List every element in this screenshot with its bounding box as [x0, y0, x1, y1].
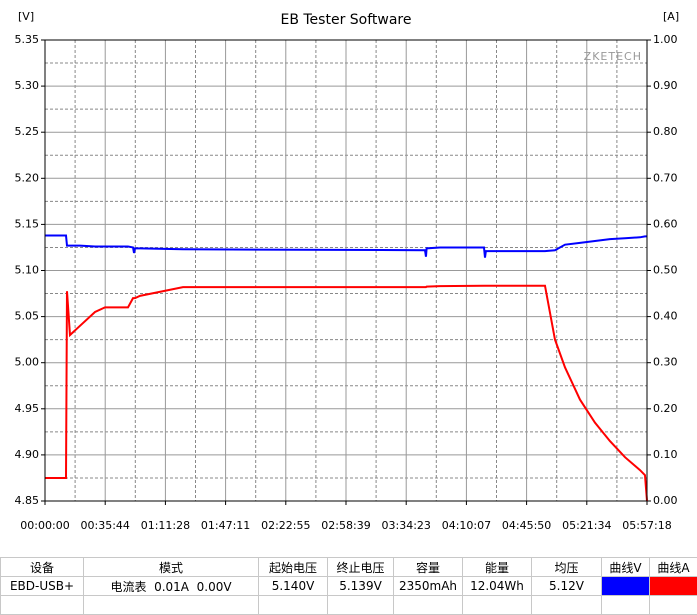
- header-cell: 终止电压: [328, 558, 394, 577]
- x-tick-label: 01:47:11: [201, 519, 250, 532]
- table-cell: 电流表 0.01A 0.00V: [84, 577, 259, 596]
- y2-tick-label: 0.40: [653, 310, 678, 323]
- empty-cell: [328, 596, 394, 615]
- y-tick-label: 5.00: [15, 356, 40, 369]
- y2-tick-label: 0.20: [653, 402, 678, 415]
- chart: EB Tester Software [V] [A] 4.85 4.90 4.95 5…: [0, 0, 697, 557]
- y2-tick-label: 0.60: [653, 217, 678, 230]
- y-unit: [V]: [18, 10, 34, 23]
- y2-tick-label: 0.10: [653, 448, 678, 461]
- y-tick-label: 5.15: [15, 217, 40, 230]
- x-tick-label: 01:11:28: [141, 519, 190, 532]
- empty-cell: [259, 596, 328, 615]
- watermark: ZKETECH: [584, 50, 642, 63]
- curve-swatch: [602, 577, 650, 596]
- header-cell: 容量: [394, 558, 463, 577]
- table-row: [1, 596, 697, 615]
- y-tick-label: 5.10: [15, 264, 40, 277]
- y2-tick-label: 0.90: [653, 79, 678, 92]
- header-cell: 设备: [1, 558, 84, 577]
- x-tick-label: 04:45:50: [502, 519, 551, 532]
- x-tick-label: 02:58:39: [321, 519, 370, 532]
- x-tick-label: 05:57:18: [622, 519, 671, 532]
- y-tick-label: 4.95: [15, 402, 40, 415]
- header-cell: 能量: [463, 558, 532, 577]
- x-tick-label: 02:22:55: [261, 519, 310, 532]
- x-tick-label: 00:00:00: [20, 519, 69, 532]
- empty-cell: [602, 596, 650, 615]
- table-cell: 5.140V: [259, 577, 328, 596]
- x-tick-label: 05:21:34: [562, 519, 611, 532]
- empty-cell: [1, 596, 84, 615]
- empty-cell: [394, 596, 463, 615]
- y2-tick-label: 1.00: [653, 33, 678, 46]
- table-cell: 2350mAh: [394, 577, 463, 596]
- x-tick-label: 03:34:23: [382, 519, 431, 532]
- empty-cell: [463, 596, 532, 615]
- y2-tick-label: 0.80: [653, 125, 678, 138]
- y2-unit: [A]: [663, 10, 679, 23]
- y2-tick-label: 0.00: [653, 494, 678, 507]
- y-tick-label: 5.25: [15, 125, 40, 138]
- x-tick-label: 00:35:44: [81, 519, 130, 532]
- empty-cell: [84, 596, 259, 615]
- y2-tick-label: 0.30: [653, 356, 678, 369]
- table-cell: 12.04Wh: [463, 577, 532, 596]
- y-tick-label: 4.90: [15, 448, 40, 461]
- chart-title: EB Tester Software: [280, 12, 411, 28]
- y-tick-label: 4.85: [15, 494, 40, 507]
- y2-tick-label: 0.50: [653, 264, 678, 277]
- header-cell: 曲线A: [650, 558, 697, 577]
- empty-cell: [650, 596, 697, 615]
- table-cell: 5.139V: [328, 577, 394, 596]
- table-cell: EBD-USB+: [1, 577, 84, 596]
- x-tick-label: 04:10:07: [442, 519, 491, 532]
- empty-cell: [532, 596, 602, 615]
- y-tick-label: 5.35: [15, 33, 40, 46]
- header-cell: 曲线V: [602, 558, 650, 577]
- curve-swatch: [650, 577, 697, 596]
- header-cell: 模式: [84, 558, 259, 577]
- header-cell: 均压: [532, 558, 602, 577]
- y-tick-label: 5.20: [15, 171, 40, 184]
- y2-tick-label: 0.70: [653, 171, 678, 184]
- table-cell: 5.12V: [532, 577, 602, 596]
- header-cell: 起始电压: [259, 558, 328, 577]
- y-tick-label: 5.05: [15, 310, 40, 323]
- y-tick-label: 5.30: [15, 79, 40, 92]
